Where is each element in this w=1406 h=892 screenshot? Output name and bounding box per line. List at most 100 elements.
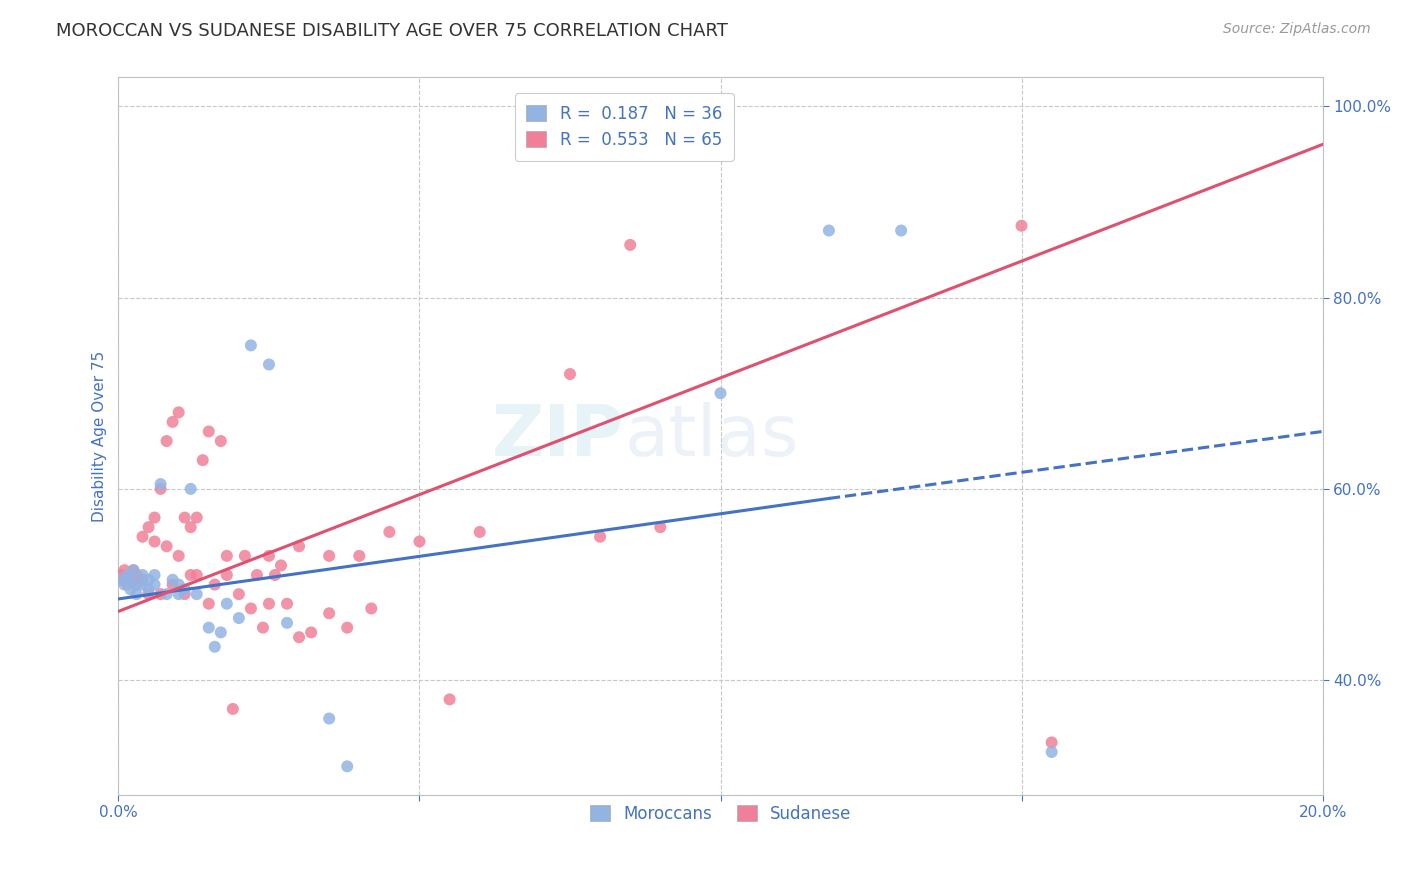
Point (197, 597, 219, 611)
Point (143, 568, 166, 582)
Point (468, 524, 491, 539)
Point (239, 338, 262, 352)
Text: ZIP: ZIP (492, 401, 624, 471)
Point (138, 520, 160, 534)
Point (318, 712, 340, 726)
Point (228, 587, 250, 601)
Point (209, 434, 232, 448)
Point (890, 223, 912, 237)
Point (257, 597, 280, 611)
Point (125, 577, 148, 591)
Point (120, 573, 142, 587)
Text: atlas: atlas (624, 401, 799, 471)
Point (167, 405, 190, 419)
Point (173, 582, 195, 597)
Point (131, 577, 153, 591)
Point (378, 524, 401, 539)
Point (131, 568, 153, 582)
Point (155, 434, 177, 448)
Point (114, 563, 136, 577)
Point (288, 539, 311, 553)
Point (318, 549, 340, 563)
Text: Source: ZipAtlas.com: Source: ZipAtlas.com (1223, 22, 1371, 37)
Point (299, 625, 322, 640)
Point (239, 601, 262, 615)
Point (204, 577, 226, 591)
Point (709, 386, 731, 401)
Point (114, 577, 136, 591)
Point (143, 510, 166, 524)
Point (125, 568, 148, 582)
Point (167, 549, 190, 563)
Point (257, 358, 280, 372)
Point (155, 539, 177, 553)
Point (162, 415, 184, 429)
Point (186, 510, 208, 524)
Point (650, 520, 672, 534)
Point (257, 549, 280, 563)
Point (122, 563, 145, 577)
Point (162, 577, 184, 591)
Point (1040, 735, 1063, 749)
Point (122, 563, 145, 577)
Point (215, 568, 238, 582)
Point (110, 568, 132, 582)
Point (197, 621, 219, 635)
Point (117, 577, 139, 591)
Point (191, 453, 214, 467)
Point (149, 477, 172, 491)
Point (318, 607, 340, 621)
Point (162, 573, 184, 587)
Point (408, 534, 430, 549)
Point (215, 549, 238, 563)
Point (1040, 745, 1063, 759)
Point (120, 568, 142, 582)
Legend: Moroccans, Sudanese: Moroccans, Sudanese (583, 798, 858, 830)
Point (149, 482, 172, 496)
Point (233, 549, 256, 563)
Point (276, 615, 298, 630)
Point (222, 702, 245, 716)
Point (246, 568, 269, 582)
Point (173, 510, 195, 524)
Point (167, 577, 190, 591)
Point (167, 587, 190, 601)
Point (589, 530, 612, 544)
Point (818, 223, 841, 237)
Point (215, 597, 238, 611)
Point (197, 425, 219, 439)
Point (117, 568, 139, 582)
Point (270, 558, 292, 573)
Point (204, 640, 226, 654)
Point (1011, 219, 1033, 233)
Point (276, 597, 298, 611)
Point (110, 573, 132, 587)
Point (180, 568, 202, 582)
Point (252, 621, 274, 635)
Point (349, 549, 371, 563)
Point (138, 587, 160, 601)
Point (336, 621, 359, 635)
Point (125, 577, 148, 591)
Point (180, 520, 202, 534)
Point (209, 625, 232, 640)
Point (173, 587, 195, 601)
Point (125, 587, 148, 601)
Point (131, 573, 153, 587)
Point (288, 630, 311, 644)
Point (619, 238, 641, 252)
Point (131, 530, 153, 544)
Point (186, 568, 208, 582)
Point (558, 367, 581, 381)
Point (120, 573, 142, 587)
Point (264, 568, 287, 582)
Point (143, 534, 166, 549)
Point (149, 587, 172, 601)
Point (439, 692, 461, 706)
Point (336, 759, 359, 773)
Point (120, 582, 142, 597)
Point (155, 587, 177, 601)
Point (360, 601, 382, 615)
Text: MOROCCAN VS SUDANESE DISABILITY AGE OVER 75 CORRELATION CHART: MOROCCAN VS SUDANESE DISABILITY AGE OVER… (56, 22, 728, 40)
Point (186, 587, 208, 601)
